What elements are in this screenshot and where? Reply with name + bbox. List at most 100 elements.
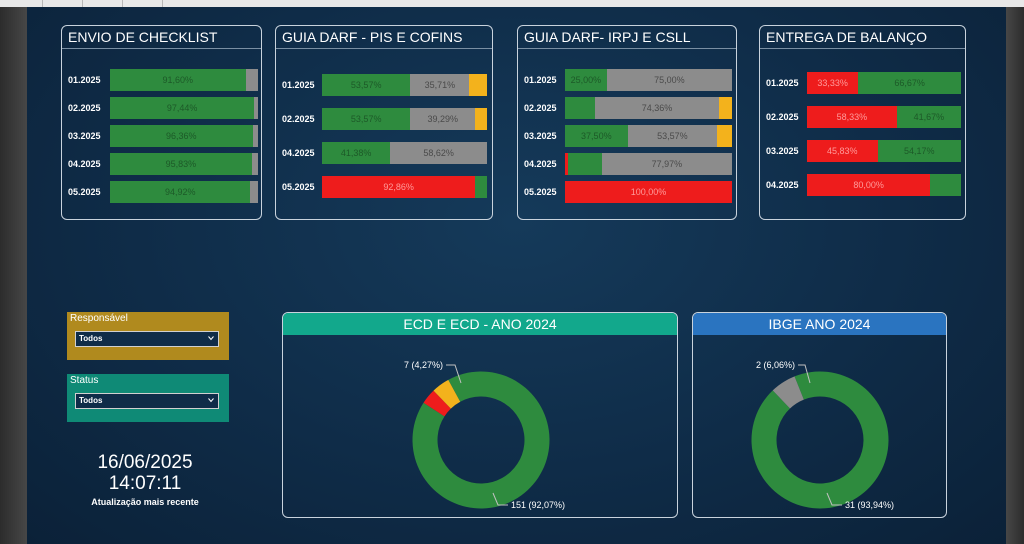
tab-separator — [82, 0, 83, 7]
data-label: 91,60% — [162, 75, 194, 85]
category-label: 05.2025 — [68, 187, 101, 197]
ibge-donut-chart: 31 (93,94%) 2 (6,06%) — [751, 360, 894, 510]
chevron-down-icon — [208, 398, 214, 403]
data-label: 58,33% — [836, 112, 868, 122]
category-label: 03.2025 — [524, 131, 557, 141]
leader-line — [826, 492, 842, 506]
irpj-csll-row: 04.2025 77,97% — [524, 153, 732, 175]
irpj-csll-card: GUIA DARF- IRPJ E CSLL 01.2025 25,00% 75,0… — [517, 25, 737, 220]
donut-data-label: 151 (92,07%) — [511, 500, 565, 510]
bar-segment-gray[interactable]: 39,29% — [410, 108, 476, 130]
data-label: 54,17% — [904, 146, 935, 156]
bar-segment-red[interactable]: 80,00% — [807, 174, 931, 196]
bar-segment-green[interactable] — [567, 153, 602, 175]
bar-segment-green[interactable]: 41,38% — [322, 142, 391, 164]
data-label: 96,36% — [166, 131, 197, 141]
ibge-card: IBGE ANO 2024 31 (93,94%) 2 (6,06%) — [692, 312, 947, 518]
stacked-bar: 94,92% — [110, 181, 258, 203]
donut-slice-yellow[interactable] — [433, 379, 461, 409]
bar-segment-gray[interactable] — [254, 97, 258, 119]
stacked-bar: 45,83% 54,17% — [807, 140, 961, 162]
bar-segment-green[interactable]: 37,50% — [565, 125, 628, 147]
bar-segment-yellow[interactable] — [717, 125, 732, 147]
bar-segment-green[interactable]: 53,57% — [322, 108, 411, 130]
bar-segment-gray[interactable] — [250, 181, 258, 203]
data-label: 75,00% — [654, 75, 685, 85]
bar-segment-green[interactable]: 25,00% — [565, 69, 607, 91]
bar-segment-green[interactable] — [565, 97, 595, 119]
category-label: 04.2025 — [282, 148, 315, 158]
bar-segment-yellow[interactable] — [475, 108, 487, 130]
stacked-bar: 74,36% — [565, 97, 732, 119]
bar-segment-red[interactable]: 100,00% — [565, 181, 732, 203]
bar-segment-gray[interactable]: 53,57% — [627, 125, 718, 147]
data-label: 53,57% — [350, 80, 382, 90]
bar-segment-green[interactable]: 53,57% — [322, 74, 411, 96]
bar-segment-gray[interactable]: 74,36% — [594, 97, 720, 119]
donut-slice-green[interactable] — [412, 371, 550, 509]
pis-cofins-row: 02.2025 53,57% 39,29% — [282, 108, 487, 130]
refresh-time: 14:07:11 — [108, 473, 182, 494]
irpj-csll-row: 01.2025 25,00% 75,00% — [524, 69, 732, 91]
bar-segment-green[interactable]: 66,67% — [858, 72, 961, 94]
leader-line — [492, 492, 508, 506]
bar-segment-red[interactable]: 45,83% — [807, 140, 878, 162]
data-label: 100,00% — [630, 187, 667, 197]
leader-line — [798, 364, 811, 384]
category-label: 04.2025 — [766, 180, 799, 190]
category-label: 04.2025 — [524, 159, 557, 169]
bar-segment-red[interactable] — [565, 153, 568, 175]
status-dropdown[interactable]: Todos — [75, 393, 219, 409]
bar-segment-green[interactable]: 97,44% — [110, 97, 255, 119]
stacked-bar: 100,00% — [565, 181, 732, 203]
bar-segment-gray[interactable] — [252, 125, 258, 147]
bar-segment-gray[interactable]: 77,97% — [601, 153, 732, 175]
donut-slice-gray[interactable] — [772, 376, 804, 409]
tab-separator — [42, 0, 43, 7]
pis-cofins-card: GUIA DARF - PIS E COFINS 01.2025 53,57% 35… — [275, 25, 493, 220]
responsavel-value: Todos — [79, 334, 103, 343]
bar-segment-yellow[interactable] — [719, 97, 732, 119]
bar-segment-yellow[interactable] — [469, 74, 487, 96]
responsavel-dropdown[interactable]: Todos — [75, 331, 219, 347]
data-label: 74,36% — [641, 103, 673, 113]
ecd-card: ECD E ECD - ANO 2024 151 (92,07%) 7 (4,27… — [282, 312, 678, 518]
responsavel-filter: Responsável Todos — [67, 312, 229, 360]
category-label: 02.2025 — [68, 103, 101, 113]
bar-segment-green[interactable]: 96,36% — [110, 125, 253, 147]
donut-slice-green[interactable] — [751, 371, 889, 509]
bar-segment-green[interactable]: 41,67% — [896, 106, 961, 128]
data-label: 53,57% — [657, 131, 688, 141]
category-label: 02.2025 — [524, 103, 557, 113]
donut-slice-red[interactable] — [423, 390, 451, 417]
bar-segment-gray[interactable]: 35,71% — [410, 74, 470, 96]
bar-segment-red[interactable]: 58,33% — [807, 106, 897, 128]
bar-segment-gray[interactable] — [251, 153, 258, 175]
category-label: 04.2025 — [68, 159, 101, 169]
status-filter: Status Todos — [67, 374, 229, 422]
bar-segment-gray[interactable] — [245, 69, 258, 91]
bar-segment-gray[interactable]: 58,62% — [390, 142, 487, 164]
bar-segment-green[interactable] — [930, 174, 961, 196]
bar-segment-red[interactable]: 33,33% — [807, 72, 859, 94]
pis-cofins-row: 04.2025 41,38% 58,62% — [282, 142, 487, 164]
checklist-title: ENVIO DE CHECKLIST — [62, 26, 261, 49]
category-label: 05.2025 — [524, 187, 557, 197]
balanco-row: 03.2025 45,83% 54,17% — [766, 140, 961, 162]
checklist-row: 03.2025 96,36% — [68, 125, 258, 147]
checklist-card: ENVIO DE CHECKLIST 01.2025 91,60% 02.2025 9… — [61, 25, 262, 220]
stacked-bar: 92,86% — [322, 176, 487, 198]
checklist-row: 02.2025 97,44% — [68, 97, 258, 119]
bar-segment-green[interactable]: 91,60% — [110, 69, 246, 91]
pis-cofins-row: 05.2025 92,86% — [282, 176, 487, 198]
left-gutter — [0, 7, 27, 544]
donut-data-label: 31 (93,94%) — [845, 500, 894, 510]
category-label: 02.2025 — [282, 114, 315, 124]
bar-segment-red[interactable]: 92,86% — [322, 176, 476, 198]
bar-segment-green[interactable]: 95,83% — [110, 153, 252, 175]
bar-segment-green[interactable]: 54,17% — [877, 140, 961, 162]
pis-cofins-row: 01.2025 53,57% 35,71% — [282, 74, 487, 96]
bar-segment-green[interactable]: 94,92% — [110, 181, 251, 203]
bar-segment-green[interactable] — [475, 176, 487, 198]
bar-segment-gray[interactable]: 75,00% — [606, 69, 732, 91]
